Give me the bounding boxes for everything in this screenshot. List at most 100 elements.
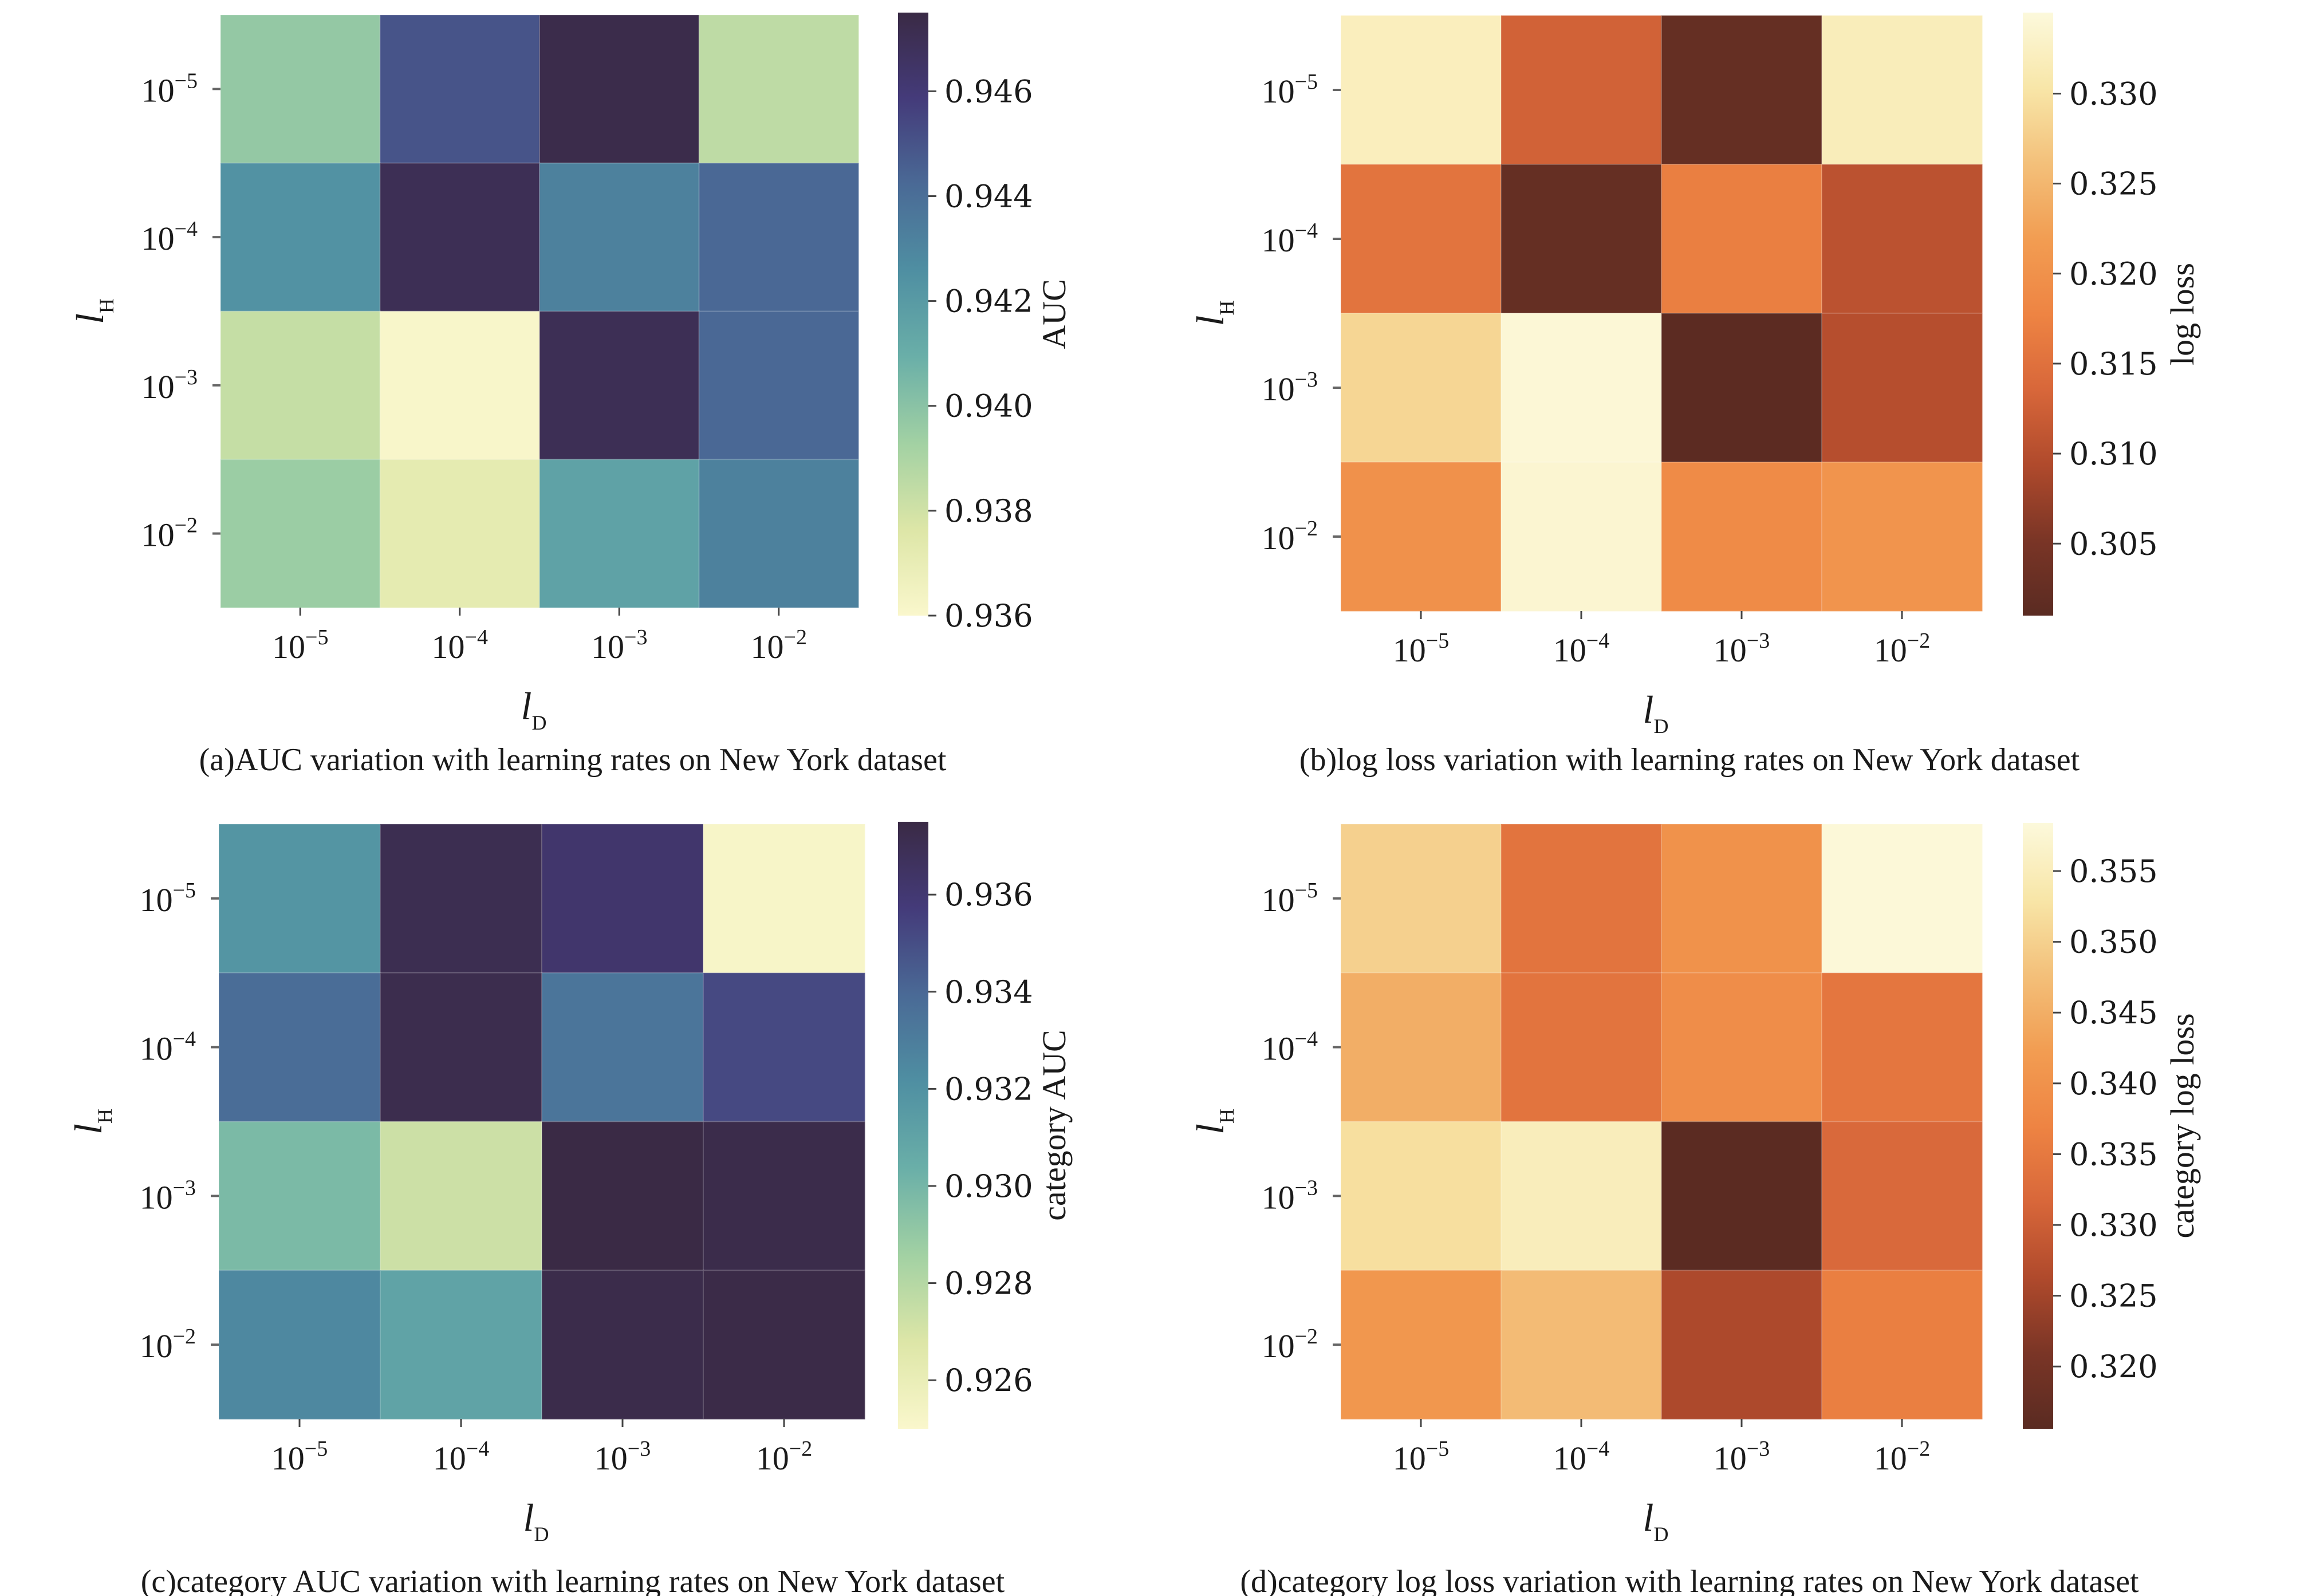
y-axis-ticks: 10−5 10−4 10−3 10−2	[140, 878, 219, 1365]
heatmap-cell	[698, 162, 860, 312]
colorbar-label: AUC	[1035, 279, 1073, 349]
heatmap-cell	[218, 1121, 381, 1271]
heatmap-cell	[379, 459, 541, 609]
panel-c-category-auc-heatmap: 10−5 10−4 10−3 10−2 10−510−410−310−2 lD lH …	[66, 822, 1073, 1596]
heatmap-cell	[1821, 823, 1983, 974]
x-axis-label: lD	[1643, 688, 1669, 738]
x-tick-label: 10−5	[1393, 1437, 1449, 1477]
heatmap-cell	[703, 972, 866, 1122]
heatmap-cell	[1340, 313, 1502, 463]
colorbar-tick-label: 0.320	[2069, 1349, 2158, 1385]
heatmap-cell	[218, 823, 381, 974]
panel-a-auc-heatmap: 10−5 10−4 10−3 10−2 10−510−410−310−2 lD lH …	[68, 13, 1073, 778]
colorbar-tick-label: 0.946	[944, 73, 1033, 109]
colorbar-gradient	[2023, 13, 2053, 616]
heatmap-cell	[698, 459, 860, 609]
heatmap-cell	[1340, 164, 1502, 314]
y-tick-label: 10−4	[141, 217, 198, 257]
y-tick-label: 10−5	[1262, 70, 1318, 110]
x-tick-label: 10−3	[1714, 629, 1770, 669]
y-axis-label: lH	[68, 298, 118, 324]
y-axis-ticks: 10−5 10−4 10−3 10−2	[1262, 70, 1341, 557]
x-axis-ticks: 10−5 10−4 10−3 10−2	[272, 608, 807, 665]
heatmap-cell	[1500, 1121, 1663, 1271]
heatmap-cell	[541, 1121, 704, 1271]
x-tick-label: 10−5	[272, 625, 328, 665]
heatmap-cell	[380, 1270, 543, 1420]
x-axis-label: lD	[1643, 1496, 1669, 1546]
heatmap-cell	[1821, 164, 1983, 314]
heatmap-cell	[380, 972, 543, 1122]
heatmap-cell	[220, 459, 381, 609]
x-tick-label: 10−2	[751, 625, 807, 665]
heatmap-cell	[1500, 462, 1663, 612]
y-axis-ticks: 10−5 10−4 10−3 10−2	[141, 69, 220, 554]
colorbar-tick-label: 0.936	[944, 598, 1033, 634]
colorbar-label: category AUC	[1035, 1030, 1073, 1220]
colorbar-tick-label: 0.936	[944, 877, 1033, 913]
y-axis-label: lH	[66, 1109, 116, 1134]
x-tick-label: 10−2	[756, 1437, 812, 1477]
y-tick-label: 10−2	[140, 1325, 196, 1365]
colorbar-tick-label: 0.926	[944, 1362, 1033, 1398]
colorbar-tick-label: 0.938	[944, 493, 1033, 529]
colorbar: 0.926 0.928 0.930 0.932 0.934 0.936	[898, 822, 1033, 1429]
colorbar-tick-label: 0.330	[2069, 76, 2158, 112]
panel-b-logloss-heatmap: 10−5 10−4 10−3 10−2 10−510−410−310−2 lD lH …	[1188, 13, 2201, 778]
y-tick-label: 10−5	[140, 878, 196, 919]
heatmap-cell	[1821, 972, 1983, 1122]
x-tick-label: 10−2	[1874, 629, 1930, 669]
colorbar-tick-label: 0.315	[2069, 346, 2158, 382]
heatmap-cell	[1500, 164, 1663, 314]
heatmap-cell	[1500, 1270, 1663, 1420]
x-tick-label: 10−4	[432, 625, 488, 665]
y-axis-label: lH	[1188, 1109, 1238, 1134]
heatmap-cell	[1340, 462, 1502, 612]
panel-caption: (c)category AUC variation with learning …	[141, 1564, 1005, 1596]
heatmap-cell	[1661, 1270, 1823, 1420]
panel-caption: (a)AUC variation with learning rates on …	[199, 742, 947, 778]
x-axis-label: lD	[521, 684, 547, 734]
heatmap-cell	[220, 310, 381, 460]
x-axis-ticks: 10−5 10−4 10−3 10−2	[271, 1419, 812, 1477]
x-axis-ticks: 10−5 10−4 10−3 10−2	[1393, 1419, 1930, 1477]
heatmap-cell	[1500, 823, 1663, 974]
heatmap-cell	[1821, 313, 1983, 463]
heatmap-cell	[1821, 15, 1983, 165]
colorbar-label: category log loss	[2164, 1013, 2201, 1238]
colorbar-tick-label: 0.305	[2069, 526, 2158, 562]
heatmap-cell	[703, 823, 866, 974]
heatmap-cell	[1661, 462, 1823, 612]
y-tick-label: 10−4	[1262, 1027, 1318, 1067]
colorbar-tick-label: 0.325	[2069, 166, 2158, 202]
colorbar-gradient	[898, 822, 928, 1429]
heatmap-cell	[1340, 15, 1502, 165]
y-tick-label: 10−2	[1262, 517, 1318, 557]
heatmap-cell	[380, 823, 543, 974]
colorbar-tick-label: 0.350	[2069, 924, 2158, 960]
y-tick-label: 10−4	[140, 1027, 196, 1067]
heatmap-cells	[1340, 823, 1983, 1420]
heatmap-cell	[379, 162, 541, 312]
colorbar: 0.320 0.325 0.330 0.335 0.340 0.345 0.350 0.355	[2023, 823, 2158, 1429]
heatmap-cell	[379, 14, 541, 164]
colorbar-tick-label: 0.932	[944, 1071, 1033, 1107]
y-tick-label: 10−4	[1262, 219, 1318, 259]
x-tick-label: 10−3	[1714, 1437, 1770, 1477]
heatmap-cell	[1661, 972, 1823, 1122]
heatmap-cell	[1661, 823, 1823, 974]
heatmap-cell	[380, 1121, 543, 1271]
x-axis-label: lD	[523, 1496, 549, 1546]
heatmap-cell	[1500, 972, 1663, 1122]
heatmap-cell	[541, 823, 704, 974]
colorbar-label: log loss	[2164, 263, 2201, 365]
colorbar-gradient	[898, 13, 928, 616]
panel-caption: (b)log loss variation with learning rate…	[1299, 742, 2080, 778]
x-axis-ticks: 10−5 10−4 10−3 10−2	[1393, 611, 1930, 669]
heatmap-cell	[1340, 1270, 1502, 1420]
heatmap-cell	[698, 310, 860, 460]
x-tick-label: 10−4	[1553, 629, 1609, 669]
y-tick-label: 10−5	[141, 69, 198, 109]
y-tick-label: 10−2	[141, 514, 198, 554]
x-tick-label: 10−3	[594, 1437, 651, 1477]
